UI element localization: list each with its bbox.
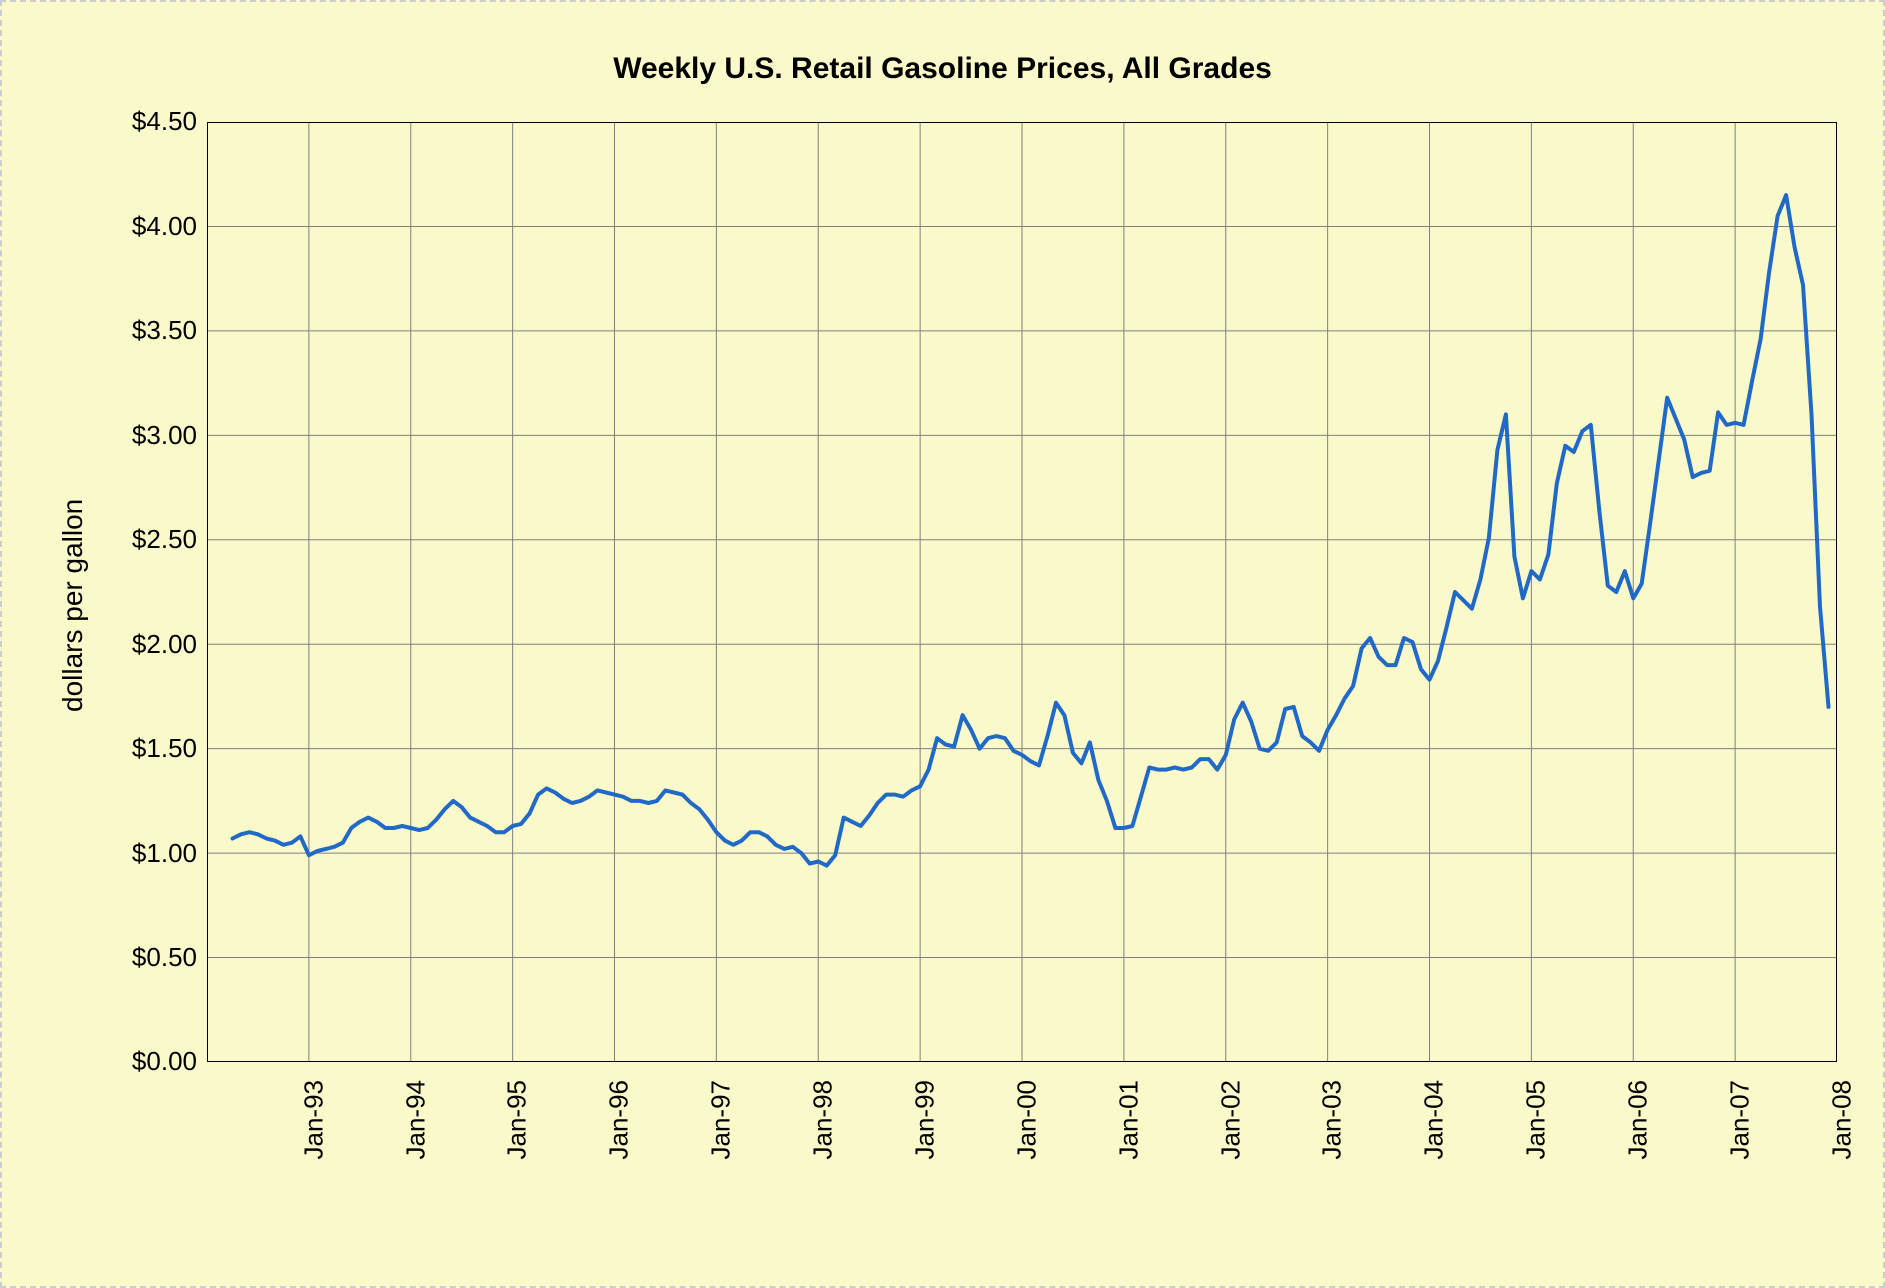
y-tick-label: $2.00 (87, 629, 197, 660)
y-tick-label: $4.50 (87, 106, 197, 137)
x-tick-label: Jan-06 (1623, 1080, 1654, 1160)
x-tick-label: Jan-97 (706, 1080, 737, 1160)
y-tick-label: $3.50 (87, 315, 197, 346)
x-tick-label: Jan-03 (1317, 1080, 1348, 1160)
y-tick-label: $3.00 (87, 420, 197, 451)
plot-area (207, 122, 1837, 1062)
x-tick-label: Jan-05 (1521, 1080, 1552, 1160)
y-axis-label: dollars per gallon (57, 499, 89, 712)
x-tick-label: Jan-98 (808, 1080, 839, 1160)
x-tick-label: Jan-99 (909, 1080, 940, 1160)
x-tick-label: Jan-04 (1419, 1080, 1450, 1160)
x-tick-label: Jan-95 (502, 1080, 533, 1160)
y-tick-label: $2.50 (87, 524, 197, 555)
chart-container: { "chart": { "type": "line", "title": "W… (0, 0, 1885, 1288)
x-tick-label: Jan-94 (400, 1080, 431, 1160)
x-tick-label: Jan-02 (1215, 1080, 1246, 1160)
x-tick-label: Jan-00 (1011, 1080, 1042, 1160)
y-tick-label: $0.00 (87, 1046, 197, 1077)
x-tick-label: Jan-01 (1113, 1080, 1144, 1160)
x-tick-label: Jan-07 (1724, 1080, 1755, 1160)
x-tick-label: Jan-96 (604, 1080, 635, 1160)
chart-title: Weekly U.S. Retail Gasoline Prices, All … (2, 52, 1883, 86)
x-tick-label: Jan-93 (298, 1080, 329, 1160)
y-tick-label: $0.50 (87, 942, 197, 973)
x-tick-label: Jan-08 (1826, 1080, 1857, 1160)
y-tick-label: $4.00 (87, 211, 197, 242)
price-line (233, 195, 1829, 866)
y-tick-label: $1.00 (87, 838, 197, 869)
y-tick-label: $1.50 (87, 733, 197, 764)
